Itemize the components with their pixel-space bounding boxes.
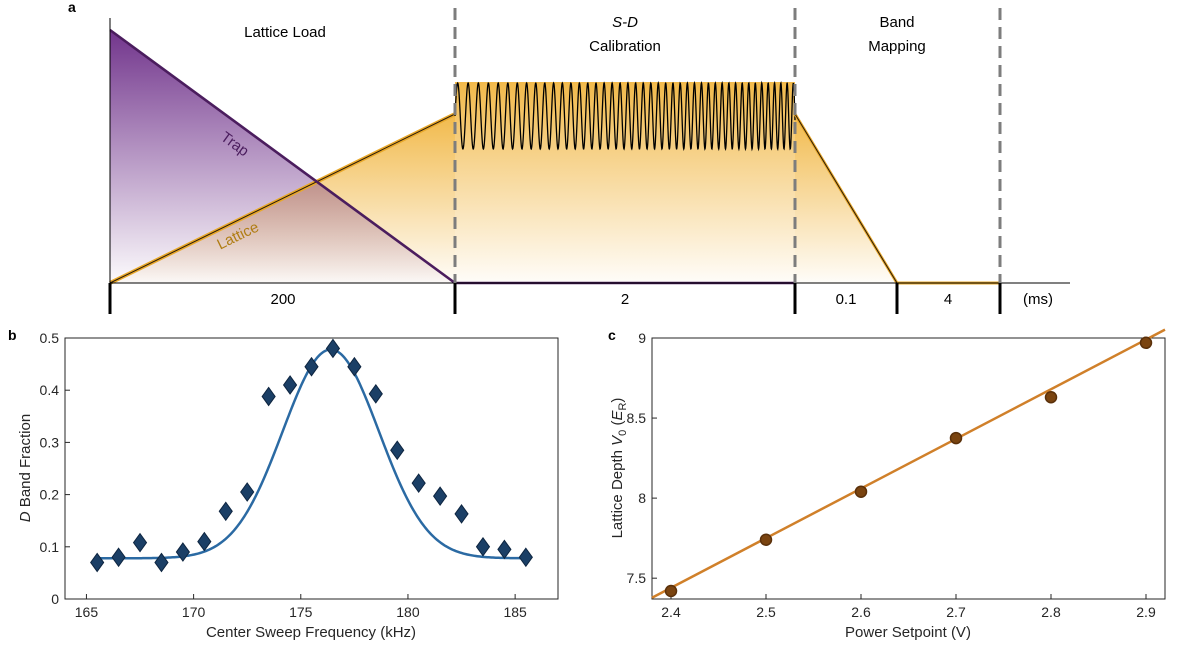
panel-c-data-point bbox=[1044, 390, 1058, 404]
panel-c-points bbox=[664, 336, 1153, 598]
panel-b-ticks: 165 170 175 180 185 0 0.1 0.2 0.3 0.4 0.5 bbox=[40, 330, 527, 620]
panel-c-ytick-label: 8 bbox=[638, 490, 646, 506]
panel-b-ytick-label: 0.3 bbox=[40, 434, 60, 450]
panel-b-plot-area bbox=[64, 337, 559, 600]
panel-b-data-point bbox=[390, 440, 405, 461]
panel-b-ytick-label: 0.1 bbox=[40, 539, 60, 555]
panel-c-ylabel-unit-var: E bbox=[609, 410, 626, 421]
panel-c-ticks: 2.4 2.5 2.6 2.7 2.8 2.9 7.5 8 8.5 9 bbox=[627, 330, 1156, 620]
duration-sd: 2 bbox=[621, 291, 629, 308]
panel-b-ytick-label: 0 bbox=[51, 591, 59, 607]
lattice-fill-sdcal bbox=[455, 82, 795, 283]
panel-b-xtick-label: 165 bbox=[75, 604, 99, 620]
phase-label-lattice-load: Lattice Load bbox=[244, 24, 326, 41]
panel-c-data-point bbox=[759, 533, 773, 547]
phase-label-sd: S-D bbox=[612, 14, 638, 31]
panel-b-points bbox=[90, 338, 533, 573]
panel-b-data-point bbox=[197, 531, 212, 552]
panel-b-data-point bbox=[475, 536, 491, 557]
panel-b: b 165 170 175 180 185 0 0.1 0.2 0.3 0.4 0.5 Center… bbox=[8, 327, 559, 641]
phase-label-band: Band bbox=[879, 14, 914, 31]
panel-b-xlabel: Center Sweep Frequency (kHz) bbox=[206, 624, 416, 641]
panel-c-data-point bbox=[854, 485, 868, 498]
duration-ramp: 0.1 bbox=[836, 291, 857, 308]
panel-b-data-point bbox=[325, 338, 341, 359]
panel-c-letter: c bbox=[608, 327, 616, 343]
phase-label-mapping: Mapping bbox=[868, 38, 926, 55]
panel-b-data-point bbox=[90, 552, 105, 573]
panel-b-data-point bbox=[518, 547, 533, 568]
panel-c-data-point bbox=[664, 584, 678, 598]
panel-c-xtick-label: 2.5 bbox=[756, 604, 776, 620]
panel-b-letter: b bbox=[8, 327, 17, 343]
panel-b-data-point bbox=[411, 473, 426, 493]
panel-b-ylabel: D Band Fraction bbox=[17, 414, 34, 522]
panel-c-ytick-label: 9 bbox=[638, 330, 646, 346]
panel-b-data-point bbox=[304, 356, 319, 377]
panel-b-data-point bbox=[111, 547, 126, 568]
panel-c-ylabel-sub: 0 bbox=[617, 430, 629, 436]
phase-label-calibration: Calibration bbox=[589, 38, 661, 55]
panel-b-xtick-label: 180 bbox=[396, 604, 420, 620]
panel-c-plot-area bbox=[651, 337, 1166, 600]
duration-load: 200 bbox=[270, 291, 295, 308]
panel-b-data-point bbox=[132, 532, 148, 553]
panel-c-xtick-label: 2.4 bbox=[661, 604, 681, 620]
panel-c-ylabel-text: Lattice Depth bbox=[609, 450, 626, 538]
panel-c-ytick-label: 8.5 bbox=[627, 410, 647, 426]
panel-c-xtick-label: 2.9 bbox=[1136, 604, 1156, 620]
panel-b-data-point bbox=[154, 552, 169, 573]
panel-c-ylabel-unit-sub: R bbox=[617, 403, 629, 411]
panel-b-ytick-label: 0.4 bbox=[40, 382, 60, 398]
panel-b-xtick-label: 170 bbox=[182, 604, 206, 620]
panel-c-ylabel-var: V bbox=[609, 434, 626, 446]
panel-b-data-point bbox=[497, 539, 512, 560]
duration-unit: (ms) bbox=[1023, 291, 1053, 308]
panel-b-data-point bbox=[218, 501, 233, 522]
panel-b-data-point bbox=[175, 542, 191, 562]
panel-b-ytick-label: 0.2 bbox=[40, 487, 60, 503]
panel-b-ytick-label: 0.5 bbox=[40, 330, 60, 346]
panel-b-data-point bbox=[240, 482, 255, 502]
panel-b-xtick-label: 185 bbox=[503, 604, 527, 620]
panel-b-ylabel-prefix: D bbox=[17, 511, 34, 522]
panel-c-data-point bbox=[949, 431, 963, 445]
panel-c-xtick-label: 2.8 bbox=[1041, 604, 1061, 620]
panel-c-data-point bbox=[1139, 336, 1153, 350]
panel-c-xtick-label: 2.7 bbox=[946, 604, 966, 620]
panel-b-xtick-label: 175 bbox=[289, 604, 313, 620]
panel-c-fit-line bbox=[651, 328, 1166, 599]
panel-a: a Lattice Load S-D Calibration Band bbox=[68, 0, 1070, 314]
panel-b-data-point bbox=[368, 384, 383, 404]
panel-c-xlabel: Power Setpoint (V) bbox=[845, 624, 971, 641]
panel-c-xtick-label: 2.6 bbox=[851, 604, 871, 620]
panel-c-ylabel: Lattice Depth V0 (ER) bbox=[609, 398, 629, 539]
panel-b-data-point bbox=[282, 375, 298, 395]
lattice-oscillation bbox=[454, 80, 796, 152]
duration-bandmap: 4 bbox=[944, 291, 952, 308]
panel-b-data-point bbox=[454, 504, 469, 524]
panel-b-data-point bbox=[347, 356, 362, 377]
panel-a-letter: a bbox=[68, 0, 76, 15]
panel-b-data-point bbox=[261, 386, 276, 407]
panel-b-data-point bbox=[432, 486, 448, 507]
panel-c-ytick-label: 7.5 bbox=[627, 570, 647, 586]
panel-b-ylabel-text: Band Fraction bbox=[17, 414, 34, 507]
panel-b-fit-curve bbox=[97, 348, 526, 560]
panel-c: c 2.4 2.5 2.6 2.7 2.8 2.9 7.5 8 8.5 9 Power Setpo… bbox=[608, 327, 1166, 641]
